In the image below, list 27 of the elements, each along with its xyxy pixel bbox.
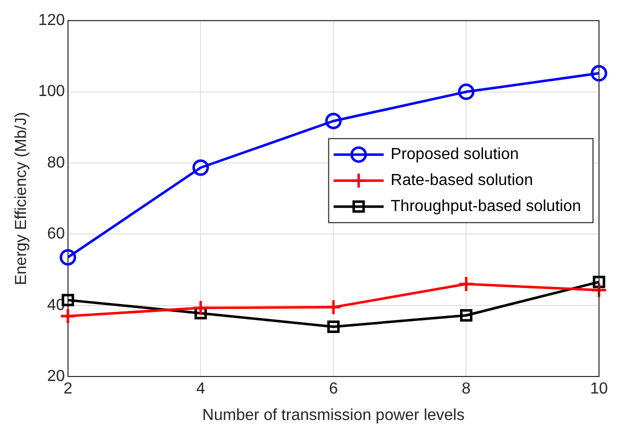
point	[590, 65, 608, 82]
point	[327, 320, 340, 333]
point	[325, 298, 342, 316]
x-tick-label: 8	[462, 380, 471, 398]
point	[325, 112, 342, 130]
point	[458, 276, 474, 292]
point	[192, 159, 209, 176]
point	[60, 249, 76, 266]
point	[590, 282, 608, 298]
legend-label: Proposed solution	[390, 146, 519, 164]
x-axis-title: Number of transmission power levels	[202, 406, 465, 424]
point	[458, 84, 474, 100]
point	[192, 300, 209, 316]
y-tick-label: 20	[47, 368, 65, 386]
y-tick-label: 100	[38, 83, 65, 100]
y-axis-title: Energy Efficiency (Mb/J)	[13, 112, 30, 286]
x-tick-label: 6	[328, 380, 338, 398]
legend-label: Throughput-based solution	[390, 198, 582, 216]
y-tick-label: 80	[47, 154, 65, 172]
x-tick-label: 10	[590, 380, 608, 398]
y-tick-label: 60	[47, 226, 65, 243]
legend-label: Rate-based solution	[390, 172, 533, 190]
point	[460, 309, 472, 322]
point	[592, 276, 606, 288]
x-tick-label: 2	[63, 380, 72, 398]
y-tick-label: 120	[38, 12, 65, 30]
x-tick-label: 4	[196, 380, 206, 398]
